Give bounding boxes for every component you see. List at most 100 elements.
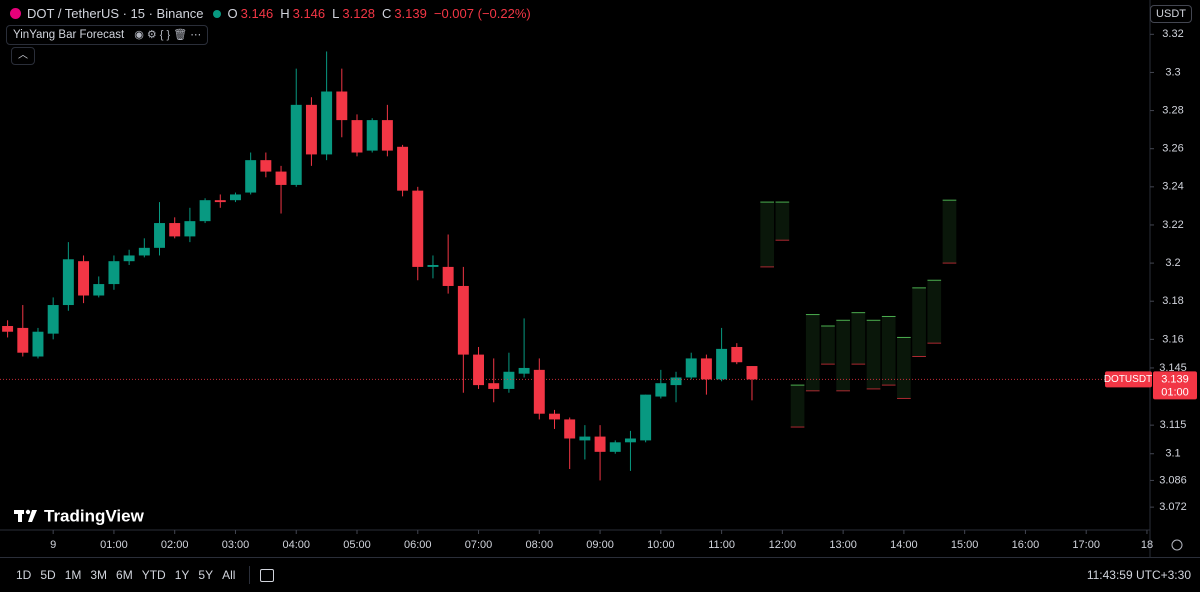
- change: −0.007 (−0.22%): [433, 6, 531, 21]
- forecast-bar: [866, 320, 881, 389]
- range-button[interactable]: 1D: [16, 568, 32, 582]
- x-tick-label: 06:00: [404, 539, 432, 551]
- candle-body: [533, 369, 545, 414]
- y-tick-label: 3.18: [1162, 295, 1183, 307]
- y-tick-label: 3.115: [1160, 419, 1187, 431]
- candle-body: [381, 120, 393, 151]
- symbol-tag: [1105, 371, 1152, 388]
- countdown: 01:00: [1161, 386, 1189, 398]
- last-price-label: 3.139: [1161, 373, 1189, 385]
- y-tick-label: 3.072: [1159, 501, 1187, 513]
- candle-body: [624, 438, 636, 443]
- candle-body: [275, 171, 287, 185]
- forecast-bar: [942, 200, 957, 264]
- x-tick-label: 9: [50, 539, 56, 551]
- symbol-tag-label: DOTUSDT: [1104, 374, 1152, 385]
- range-button[interactable]: 5Y: [198, 568, 214, 582]
- forecast-bar: [805, 314, 820, 391]
- date-range-icon[interactable]: [260, 568, 275, 582]
- indicator-legend[interactable]: YinYang Bar Forecast ◉ ⚙ { } 🗑 ⋯: [6, 25, 209, 45]
- separator: [249, 566, 251, 584]
- candle-body: [321, 91, 333, 155]
- candle-body: [412, 190, 424, 267]
- candle-body: [336, 91, 348, 121]
- x-tick-label: 15:00: [951, 539, 979, 551]
- candle-body: [108, 261, 120, 285]
- candle-body: [230, 194, 241, 201]
- candle-body: [78, 261, 90, 296]
- range-button[interactable]: All: [222, 568, 236, 582]
- candle-body: [290, 104, 302, 185]
- forecast-bar: [836, 320, 850, 391]
- candle-body: [746, 366, 758, 380]
- x-tick-label: 12:00: [769, 539, 797, 551]
- candle-body: [473, 354, 485, 386]
- symbol: DOT / TetherUS · 15 · Binance: [27, 6, 204, 21]
- indicator-icons[interactable]: ◉ ⚙ { } 🗑 ⋯: [134, 29, 202, 41]
- forecast-bar: [897, 337, 911, 399]
- bottom-toolbar: 1D 5D 1M 3M 6M YTD 1Y 5Y All 11:43:59 UTC+3:30: [0, 557, 1200, 592]
- range-button[interactable]: 6M: [116, 568, 133, 582]
- candle-body: [685, 358, 697, 378]
- y-tick-label: 3.16: [1162, 333, 1183, 345]
- candle-body: [594, 436, 606, 452]
- candle-body: [245, 160, 257, 193]
- y-tick-label: 3.22: [1162, 219, 1183, 231]
- candle-body: [716, 348, 728, 380]
- candle-body: [169, 223, 181, 237]
- forecast-bar: [881, 316, 896, 386]
- candle-body: [32, 331, 44, 357]
- high-label: H: [280, 6, 290, 21]
- range-button[interactable]: 5D: [40, 568, 56, 582]
- open-label: O: [227, 6, 238, 21]
- candle-body: [549, 413, 560, 420]
- candle-body: [640, 394, 652, 441]
- forecast-bar: [912, 287, 926, 357]
- watermark: TradingView: [44, 506, 145, 525]
- collapse-button[interactable]: ︿: [11, 47, 35, 65]
- candle-body: [199, 200, 211, 222]
- forecast-bar: [821, 326, 835, 365]
- candle-body: [260, 160, 272, 172]
- range-button[interactable]: YTD: [141, 568, 166, 582]
- range-button[interactable]: 3M: [90, 568, 108, 582]
- y-tick-label: 3.26: [1162, 143, 1183, 155]
- candle-body: [2, 326, 14, 332]
- x-tick-label: 04:00: [282, 539, 310, 551]
- candle-body: [62, 259, 74, 306]
- x-tick-label: 09:00: [586, 539, 614, 551]
- indicator-name[interactable]: YinYang Bar Forecast: [13, 29, 125, 41]
- x-tick-label: 03:00: [222, 539, 250, 551]
- y-tick-label: 3.2: [1165, 257, 1180, 269]
- x-tick-label: 18: [1141, 539, 1153, 551]
- y-tick-label: 3.28: [1162, 104, 1183, 116]
- candle-body: [184, 221, 196, 237]
- currency-button[interactable]: USDT: [1150, 5, 1192, 23]
- low-value: 3.128: [342, 6, 375, 21]
- last-price-tag: [1153, 371, 1197, 400]
- x-tick-label: 02:00: [161, 539, 189, 551]
- range-button[interactable]: 1Y: [174, 568, 190, 582]
- y-tick-label: 3.1: [1165, 448, 1180, 460]
- x-tick-label: 07:00: [465, 539, 493, 551]
- candle-body: [427, 265, 439, 267]
- settings-icon[interactable]: [1171, 539, 1183, 551]
- candle-body: [442, 266, 454, 286]
- y-tick-label: 3.24: [1162, 181, 1183, 193]
- candle-body: [214, 200, 226, 203]
- watermark-logo: [14, 509, 37, 522]
- clock: 11:43:59 UTC+3:30: [1086, 568, 1191, 582]
- candle-body: [154, 223, 165, 248]
- x-tick-label: 10:00: [647, 539, 675, 551]
- status-dot: [212, 9, 221, 18]
- x-tick-label: 01:00: [100, 539, 128, 551]
- candle-body: [700, 358, 712, 380]
- y-tick-label: 3.3: [1165, 66, 1180, 78]
- candle-body: [351, 120, 363, 153]
- candle-body: [609, 442, 621, 452]
- close-label: C: [381, 6, 392, 21]
- high-value: 3.146: [292, 6, 326, 21]
- candle-body: [457, 285, 469, 355]
- candle-body: [655, 383, 667, 397]
- range-button[interactable]: 1M: [64, 568, 82, 582]
